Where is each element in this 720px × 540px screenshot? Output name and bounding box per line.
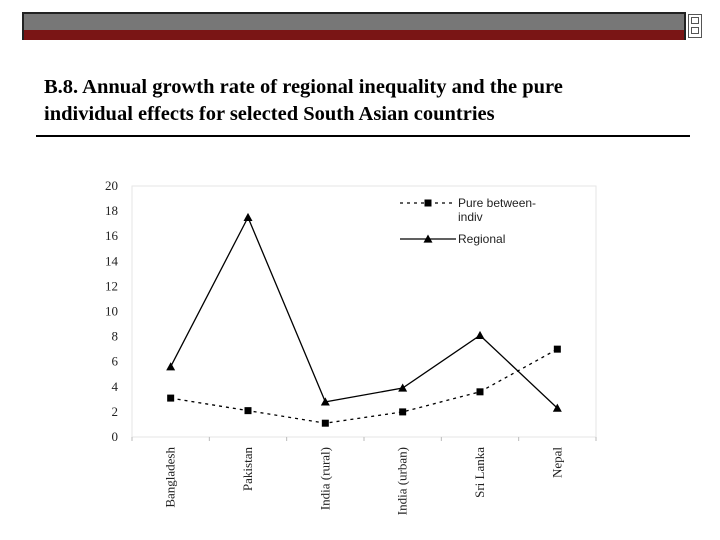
x-tick-label: Sri Lanka: [472, 447, 487, 498]
x-tick-label: Pakistan: [240, 447, 255, 492]
slide-title: B.8. Annual growth rate of regional ineq…: [44, 74, 684, 128]
x-tick-label: Nepal: [549, 447, 564, 478]
y-tick-label: 10: [105, 304, 118, 319]
series-pure-between-indiv: [167, 345, 561, 427]
y-tick-label: 6: [112, 354, 119, 369]
corner-square-bottom: [691, 27, 699, 34]
data-point: [552, 403, 562, 412]
plot-frame: [131, 185, 597, 438]
y-tick-label: 12: [105, 278, 118, 293]
corner-square-top: [691, 17, 699, 24]
header-bar: [22, 12, 686, 40]
y-axis: 0 2 4 6 8 10 12 14 16 18 20: [105, 178, 119, 444]
chart-legend: Pure between-indiv Regional: [400, 196, 536, 246]
legend-marker: [424, 199, 432, 207]
data-point: [166, 362, 176, 371]
slide-title-line-1: B.8. Annual growth rate of regional ineq…: [44, 76, 563, 98]
y-tick-label: 8: [112, 329, 119, 344]
title-divider: [36, 135, 690, 137]
data-point: [476, 388, 484, 396]
x-tick-label: India (rural): [317, 447, 332, 510]
plot-area: [131, 185, 597, 438]
y-tick-label: 20: [105, 178, 118, 193]
x-tick-label: Bangladesh: [163, 447, 178, 508]
series-regional: [166, 212, 562, 412]
data-point: [553, 345, 561, 353]
data-point: [167, 394, 175, 402]
header-stripe: [24, 30, 684, 40]
slide-title-line-2: individual effects for selected South As…: [44, 103, 495, 125]
series-line: [170, 348, 558, 424]
y-tick-label: 16: [105, 228, 119, 243]
series-line: [170, 215, 558, 409]
data-point: [475, 330, 485, 339]
data-point: [320, 397, 330, 406]
x-tick-label: India (urban): [395, 447, 410, 515]
data-point: [399, 408, 407, 416]
legend-entry: Pure between-indiv: [400, 196, 536, 224]
data-point: [243, 212, 253, 221]
data-point: [244, 407, 252, 415]
legend-marker: [423, 234, 433, 243]
y-tick-label: 2: [112, 404, 119, 419]
x-axis: Bangladesh Pakistan India (rural) India (ur…: [131, 437, 597, 515]
y-tick-label: 0: [112, 429, 119, 444]
data-point: [321, 419, 329, 427]
legend-entry: Regional: [400, 232, 505, 246]
y-tick-label: 14: [105, 253, 119, 268]
legend-label: Regional: [458, 232, 505, 246]
data-point: [398, 383, 408, 392]
series-layer: [166, 212, 562, 427]
y-tick-label: 4: [112, 379, 119, 394]
y-tick-label: 18: [105, 203, 118, 218]
legend-label: Pure between-: [458, 196, 536, 210]
legend-label-line-2: indiv: [458, 210, 483, 224]
corner-decoration: [688, 14, 702, 38]
